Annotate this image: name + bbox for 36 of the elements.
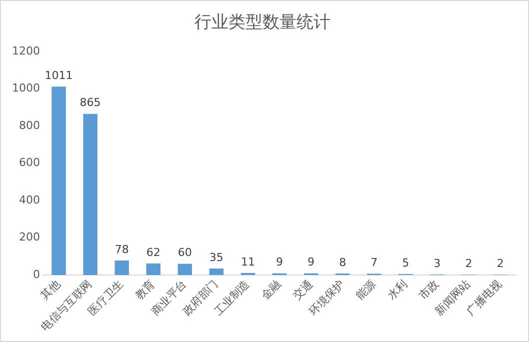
data-label: 8 xyxy=(339,256,346,269)
data-label: 60 xyxy=(178,246,192,260)
bar xyxy=(146,263,160,275)
x-tick-label: 教育 xyxy=(132,278,158,302)
bar xyxy=(114,260,129,275)
data-label: 3 xyxy=(434,256,441,270)
data-label: 865 xyxy=(80,96,101,110)
data-label: 9 xyxy=(276,256,283,269)
data-label: 35 xyxy=(209,250,224,264)
data-label: 11 xyxy=(240,255,255,268)
y-tick-label: 400 xyxy=(18,193,40,206)
y-tick-label: 1200 xyxy=(12,44,40,58)
data-label: 62 xyxy=(146,246,160,259)
data-label: 5 xyxy=(402,256,410,270)
y-tick-label: 1000 xyxy=(12,82,40,95)
bar xyxy=(178,264,192,275)
y-tick-label: 0 xyxy=(32,268,40,281)
data-label: 9 xyxy=(308,256,315,269)
bar xyxy=(52,86,66,275)
data-label: 78 xyxy=(114,242,129,256)
y-tick-label: 600 xyxy=(18,156,40,170)
x-tick-label: 水利 xyxy=(385,278,410,302)
x-tick-label: 其他 xyxy=(38,278,63,302)
data-label: 2 xyxy=(465,256,472,270)
chart-title: 行业类型数量统计 xyxy=(194,12,330,33)
data-label: 1011 xyxy=(44,68,73,82)
y-tick-label: 200 xyxy=(18,230,40,244)
x-tick-label: 金融 xyxy=(258,278,284,302)
y-tick-label: 800 xyxy=(18,118,40,132)
data-label: 2 xyxy=(496,256,504,270)
x-tick-label: 市政 xyxy=(416,278,442,302)
bar xyxy=(83,114,98,275)
data-label: 7 xyxy=(370,256,378,270)
bar xyxy=(209,268,224,275)
x-tick-label: 能源 xyxy=(353,278,378,302)
x-tick-label: 交通 xyxy=(290,278,316,302)
